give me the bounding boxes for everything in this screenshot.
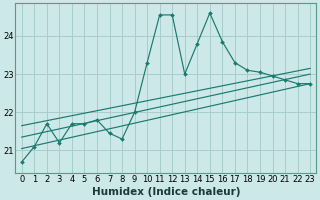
X-axis label: Humidex (Indice chaleur): Humidex (Indice chaleur)	[92, 187, 240, 197]
